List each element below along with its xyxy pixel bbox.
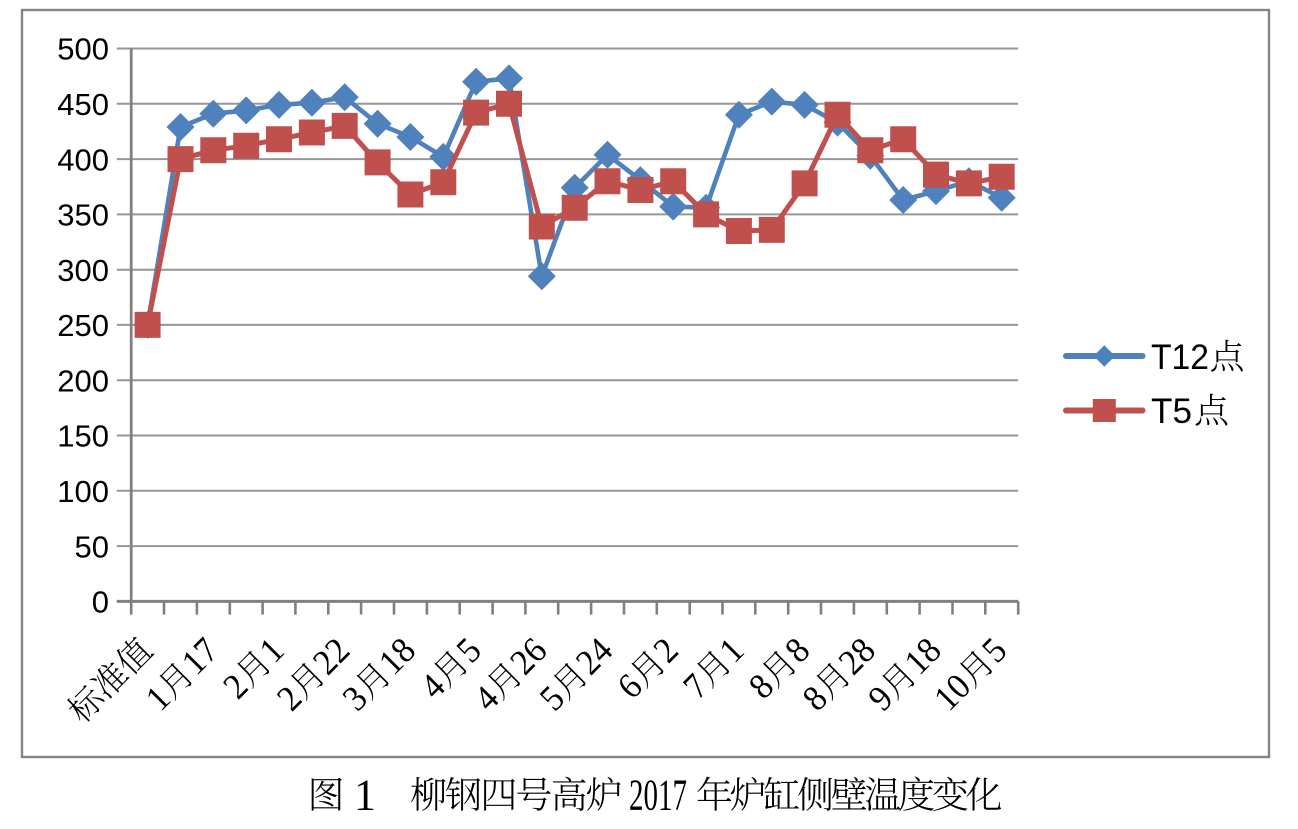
- svg-text:150: 150: [57, 419, 109, 454]
- svg-text:0: 0: [92, 585, 109, 620]
- svg-text:8: 8: [741, 666, 781, 706]
- svg-text:T12: T12: [1151, 338, 1209, 377]
- svg-text:200: 200: [57, 363, 109, 398]
- svg-text:4: 4: [466, 678, 506, 718]
- svg-text:450: 450: [57, 87, 109, 122]
- svg-text:1: 1: [711, 630, 751, 670]
- svg-text:350: 350: [57, 198, 109, 233]
- svg-text:50: 50: [75, 529, 109, 564]
- svg-text:6: 6: [609, 666, 649, 706]
- svg-text:1: 1: [354, 771, 376, 820]
- svg-text:2017: 2017: [629, 771, 687, 820]
- svg-text:400: 400: [57, 142, 109, 177]
- svg-text:4: 4: [412, 666, 452, 706]
- svg-text:2: 2: [646, 630, 686, 670]
- svg-text:500: 500: [57, 32, 109, 67]
- svg-text:300: 300: [57, 253, 109, 288]
- svg-text:5: 5: [448, 630, 488, 670]
- svg-text:100: 100: [57, 474, 109, 509]
- svg-text:1: 1: [138, 678, 178, 718]
- svg-text:T5: T5: [1151, 392, 1192, 431]
- svg-text:9: 9: [860, 678, 900, 718]
- svg-text:3: 3: [335, 678, 375, 718]
- svg-text:1: 1: [251, 630, 291, 670]
- svg-text:2: 2: [269, 678, 309, 718]
- svg-text:8: 8: [795, 678, 835, 718]
- svg-text:7: 7: [675, 666, 715, 706]
- svg-text:2: 2: [215, 666, 255, 706]
- svg-text:5: 5: [974, 630, 1014, 670]
- svg-text:8: 8: [777, 630, 817, 670]
- svg-text:5: 5: [532, 678, 572, 718]
- svg-text:250: 250: [57, 308, 109, 343]
